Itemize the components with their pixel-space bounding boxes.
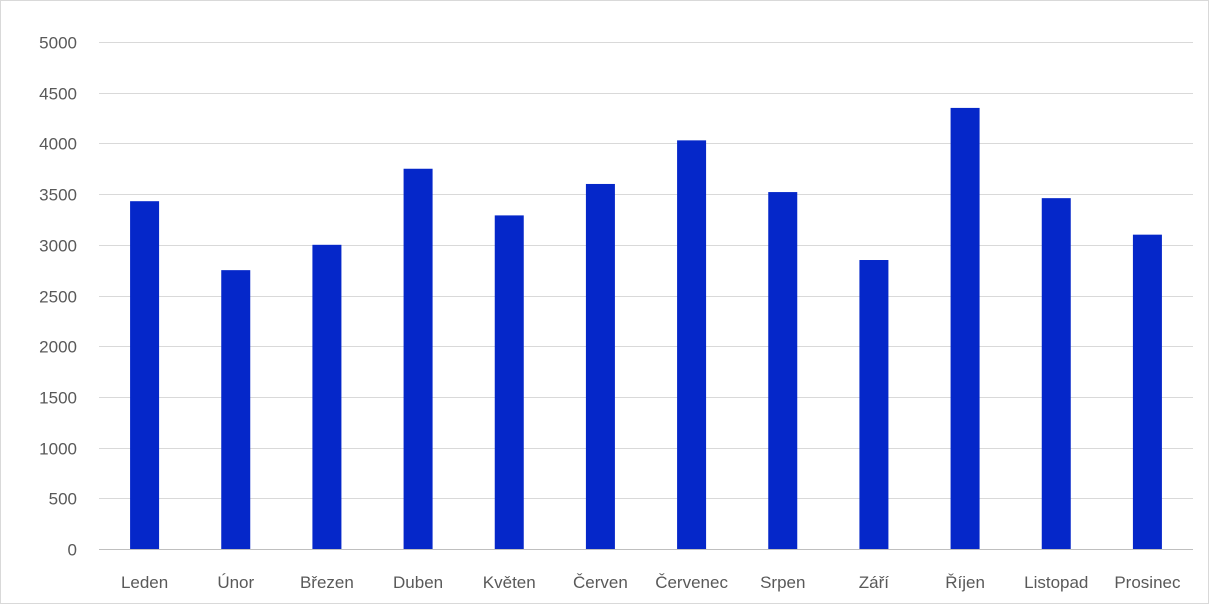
bar (221, 270, 251, 549)
x-tick-label: Únor (217, 573, 254, 592)
bar (494, 215, 524, 550)
bar (130, 201, 160, 549)
y-tick-label: 5000 (39, 34, 77, 53)
y-tick-label: 4500 (39, 85, 77, 104)
x-tick-label: Srpen (760, 573, 805, 592)
bar (950, 107, 980, 549)
bar (403, 168, 433, 549)
bar (1132, 234, 1162, 549)
y-axis-ticks: 0 500 1000 1500 2000 2500 3000 3500 4000 4500 5000 (39, 34, 77, 560)
x-tick-label: Listopad (1024, 573, 1088, 592)
x-tick-label: Červen (573, 573, 628, 592)
x-tick-label: Duben (393, 573, 443, 592)
y-tick-label: 1000 (39, 440, 77, 459)
x-tick-label: Říjen (945, 573, 985, 592)
y-tick-label: 0 (68, 541, 77, 560)
bars (130, 107, 1162, 550)
x-tick-label: Leden (121, 573, 168, 592)
y-tick-label: 2000 (39, 338, 77, 357)
y-tick-label: 500 (49, 490, 77, 509)
x-tick-label: Březen (300, 573, 354, 592)
bar (1041, 198, 1071, 549)
y-tick-label: 4000 (39, 135, 77, 154)
bar (585, 183, 615, 549)
x-tick-label: Září (859, 573, 890, 592)
x-axis-ticks: Leden Únor Březen Duben Květen Červen Červenec… (121, 573, 1181, 592)
y-tick-label: 3500 (39, 186, 77, 205)
x-tick-label: Prosinec (1114, 573, 1181, 592)
x-tick-label: Červenec (655, 573, 728, 592)
y-tick-label: 2500 (39, 288, 77, 307)
bar (859, 260, 889, 549)
bar (768, 192, 798, 549)
y-tick-label: 1500 (39, 389, 77, 408)
bar (312, 244, 342, 550)
x-tick-label: Květen (483, 573, 536, 592)
gridlines (99, 42, 1193, 550)
bar (677, 140, 707, 549)
y-tick-label: 3000 (39, 237, 77, 256)
